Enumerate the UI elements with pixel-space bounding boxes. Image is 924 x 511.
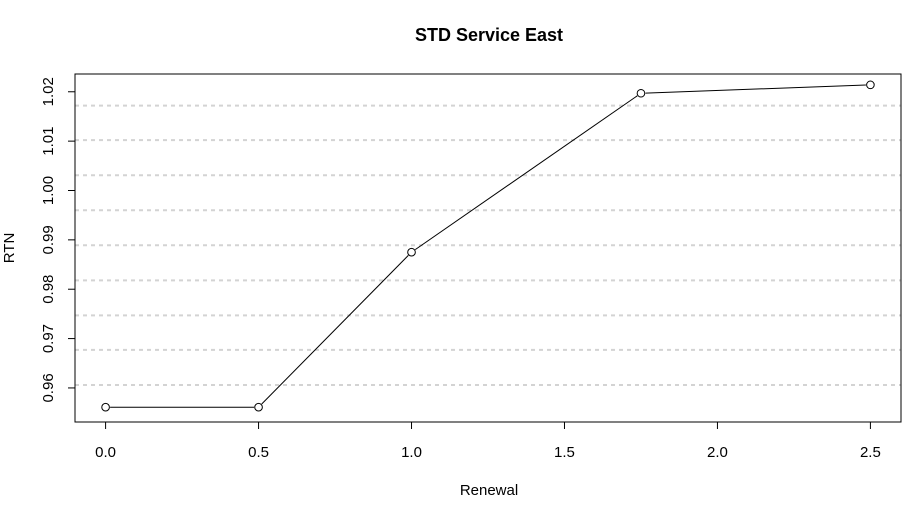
data-point — [254, 402, 263, 412]
data-point — [407, 247, 416, 257]
data-point — [636, 88, 646, 98]
x-tick-label: 2.0 — [707, 444, 728, 461]
series-line-segment — [645, 84, 866, 94]
x-axis-label: Renewal — [460, 482, 518, 499]
y-tick-label: 1.00 — [40, 176, 57, 205]
y-tick-label: 1.01 — [40, 127, 57, 156]
axes: 0.0 0.5 1.0 1.5 2.0 2.5 0.96 0.97 0.98 0.99 1.00 1.… — [40, 77, 881, 461]
plot-area — [74, 73, 902, 423]
y-axis-label: RTN — [1, 233, 18, 264]
y-tick-label: 0.99 — [40, 225, 57, 254]
x-tick-label: 0.5 — [248, 444, 269, 461]
y-tick-label: 0.96 — [40, 373, 57, 402]
x-tick-label: 0.0 — [95, 444, 116, 461]
x-tick-label: 2.5 — [860, 444, 881, 461]
y-tick-label: 0.98 — [40, 275, 57, 304]
data-point — [866, 80, 875, 90]
data-point — [101, 402, 110, 412]
y-tick-label: 1.02 — [40, 77, 57, 106]
x-tick-label: 1.0 — [401, 444, 422, 461]
y-tick-label: 0.97 — [40, 324, 57, 353]
series-line-segment — [414, 95, 638, 251]
x-tick-label: 1.5 — [554, 444, 575, 461]
chart-title: STD Service East — [415, 25, 563, 45]
grid-lines — [75, 104, 901, 386]
series-layer — [101, 80, 875, 412]
series-line-segment — [261, 255, 409, 405]
